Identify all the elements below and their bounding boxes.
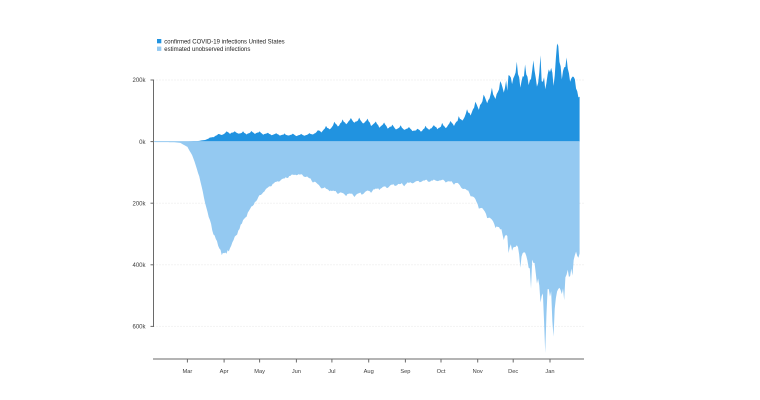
svg-text:Jan: Jan xyxy=(545,369,554,375)
svg-text:Nov: Nov xyxy=(473,369,483,375)
svg-text:Sep: Sep xyxy=(400,369,410,375)
svg-text:600k: 600k xyxy=(132,325,146,331)
svg-text:Aug: Aug xyxy=(364,369,374,375)
svg-text:200k: 200k xyxy=(132,78,146,84)
svg-text:Dec: Dec xyxy=(508,369,518,375)
svg-text:Apr: Apr xyxy=(220,369,229,375)
svg-text:confirmed COVID-19 infections: confirmed COVID-19 infections United Sta… xyxy=(164,39,284,45)
svg-text:Mar: Mar xyxy=(183,369,193,375)
svg-text:400k: 400k xyxy=(132,263,146,269)
svg-text:estimated unobserved infection: estimated unobserved infections xyxy=(164,47,250,53)
svg-text:Oct: Oct xyxy=(437,369,446,375)
svg-text:Jul: Jul xyxy=(328,369,335,375)
svg-text:Jun: Jun xyxy=(292,369,301,375)
svg-text:0k: 0k xyxy=(139,140,146,146)
svg-text:May: May xyxy=(254,369,265,375)
svg-text:200k: 200k xyxy=(132,201,146,207)
